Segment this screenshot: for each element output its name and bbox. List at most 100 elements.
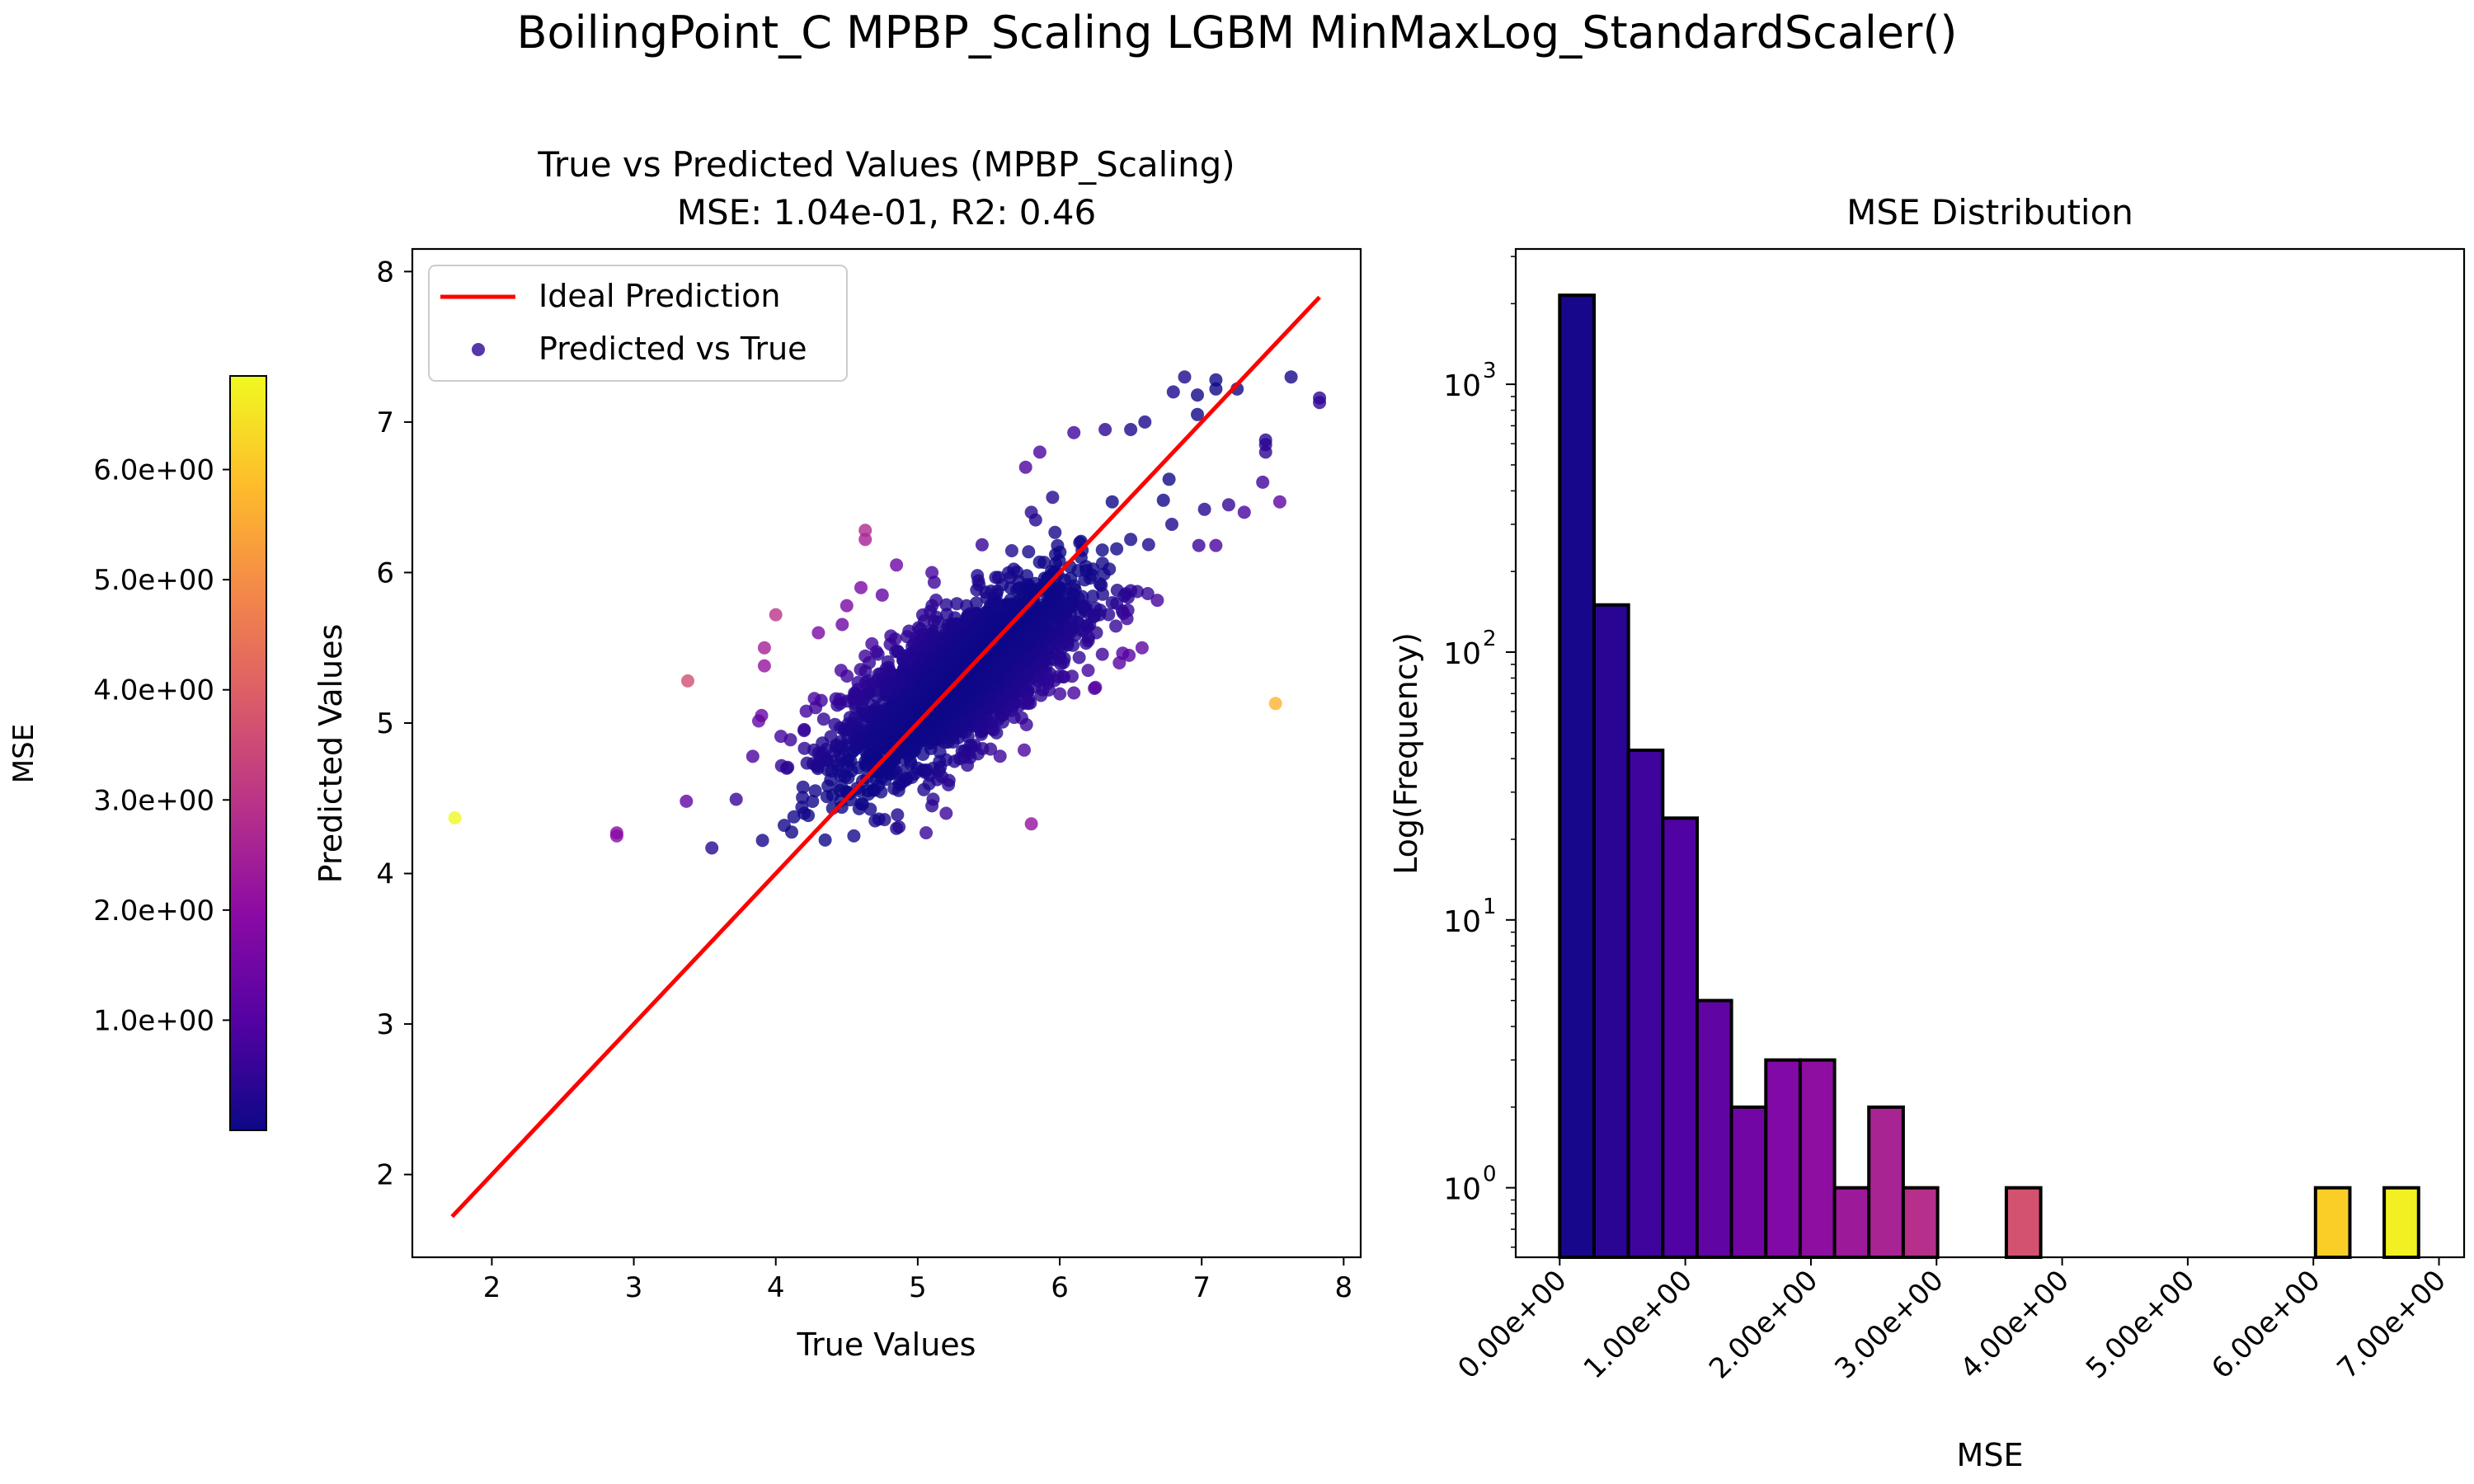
scatter-point (795, 801, 809, 815)
scatter-point (847, 829, 861, 843)
scatter-point (950, 597, 964, 611)
scatter-point (989, 571, 1003, 585)
scatter-point (872, 667, 886, 681)
scatter-point (1032, 555, 1047, 569)
scatter-point (1209, 538, 1223, 552)
scatter-point (787, 810, 801, 824)
scatter-point (851, 675, 865, 689)
histogram-y-tick-label: 10 (1443, 369, 1481, 403)
scatter-point (1112, 656, 1126, 669)
colorbar-tick-label: 3.0e+00 (93, 784, 214, 817)
scatter-point (1046, 491, 1060, 505)
scatter-point (1197, 502, 1211, 516)
legend-marker-swatch (472, 343, 485, 356)
scatter-point (1096, 587, 1110, 601)
scatter-point (680, 794, 694, 808)
scatter-point (961, 758, 975, 773)
scatter-point (1131, 585, 1145, 599)
scatter-point (745, 749, 760, 763)
scatter-point (1191, 388, 1204, 402)
scatter-point (925, 566, 939, 580)
scatter-point (1072, 650, 1086, 665)
scatter-y-ticks: 2 3 4 5 6 7 8 (376, 256, 412, 1192)
scatter-point (971, 569, 985, 583)
scatter-point (874, 785, 888, 799)
scatter-point (990, 726, 1004, 740)
scatter-point (884, 629, 898, 643)
scatter-y-tick-label: 8 (376, 256, 394, 289)
scatter-point (939, 806, 953, 820)
scatter-point (800, 756, 814, 770)
scatter-point (1272, 495, 1286, 509)
scatter-point (905, 770, 919, 784)
scatter-point (1083, 571, 1097, 585)
scatter-point (975, 538, 989, 552)
histogram-y-tick-exponent: 3 (1483, 359, 1497, 383)
scatter-point (854, 580, 868, 594)
scatter-point (609, 826, 623, 840)
scatter-point (681, 674, 694, 688)
legend-label-points: Predicted vs True (539, 331, 807, 367)
scatter-point (1135, 641, 1149, 655)
scatter-point (1209, 373, 1223, 387)
colorbar-tick-label: 1.0e+00 (93, 1004, 214, 1037)
scatter-point (806, 795, 820, 808)
histogram-x-tick-label: 1.00e+00 (1578, 1264, 1699, 1385)
scatter-point (1162, 472, 1176, 486)
scatter-point (818, 833, 832, 847)
histogram-x-tick-label: 4.00e+00 (1954, 1264, 2076, 1385)
scatter-x-tick-label: 8 (1335, 1271, 1353, 1304)
histogram-bar (1661, 816, 1700, 1259)
scatter-point (448, 811, 462, 824)
scatter-point (1258, 445, 1272, 459)
scatter-point (993, 749, 1007, 763)
scatter-point (843, 711, 857, 725)
scatter-point (1056, 655, 1070, 669)
histogram-bar (2382, 1186, 2420, 1259)
histogram-y-tick-exponent: 2 (1483, 627, 1497, 651)
scatter-point (1079, 636, 1093, 650)
scatter-point (820, 790, 834, 804)
scatter-point (1166, 385, 1180, 399)
scatter-point (1124, 423, 1138, 436)
legend-label-ideal: Ideal Prediction (539, 278, 780, 314)
scatter-y-tick-label: 6 (376, 556, 394, 589)
scatter-point (854, 663, 868, 677)
scatter-point (829, 692, 843, 706)
scatter-point (769, 608, 783, 622)
scatter-point (891, 783, 905, 797)
scatter-panel: True vs Predicted Values (MPBP_Scaling) … (313, 144, 1362, 1363)
scatter-point (705, 841, 719, 855)
scatter-point (1089, 626, 1103, 640)
scatter-x-tick-label: 6 (1051, 1271, 1069, 1304)
colorbar-ticks: 1.0e+00 2.0e+00 3.0e+00 4.0e+00 5.0e+00 6.0e+… (93, 454, 230, 1037)
scatter-point (1053, 687, 1067, 701)
scatter-point (940, 608, 954, 622)
scatter-point (1105, 495, 1119, 509)
histogram-title: MSE Distribution (1846, 192, 2133, 232)
colorbar-tick-label: 2.0e+00 (93, 895, 214, 928)
scatter-point (915, 608, 929, 622)
scatter-point (1086, 589, 1100, 603)
scatter-point (881, 655, 895, 669)
scatter-point (1051, 538, 1065, 552)
histogram-y-tick-label: 10 (1443, 905, 1481, 939)
scatter-point (877, 813, 891, 827)
scatter-point (902, 624, 916, 638)
histogram-x-ticks: 0.00e+00 1.00e+00 2.00e+00 3.00e+00 4.00e+00… (1451, 1257, 2453, 1385)
histogram-x-tick-label: 7.00e+00 (2331, 1264, 2453, 1385)
scatter-point (796, 791, 810, 805)
scatter-point (995, 715, 1009, 729)
histogram-x-tick-label: 3.00e+00 (1828, 1264, 1950, 1385)
scatter-point (1120, 612, 1134, 626)
scatter-point (971, 747, 985, 761)
scatter-point (1004, 544, 1018, 557)
histogram-x-tick-label: 2.00e+00 (1703, 1264, 1824, 1385)
scatter-y-tick-label: 3 (376, 1008, 394, 1041)
scatter-y-tick-label: 2 (376, 1159, 394, 1192)
histogram-bar (1901, 1186, 1940, 1259)
scatter-point (808, 784, 822, 798)
scatter-point (920, 826, 933, 840)
scatter-x-tick-label: 5 (909, 1271, 927, 1304)
scatter-x-axis-label: True Values (797, 1327, 976, 1363)
